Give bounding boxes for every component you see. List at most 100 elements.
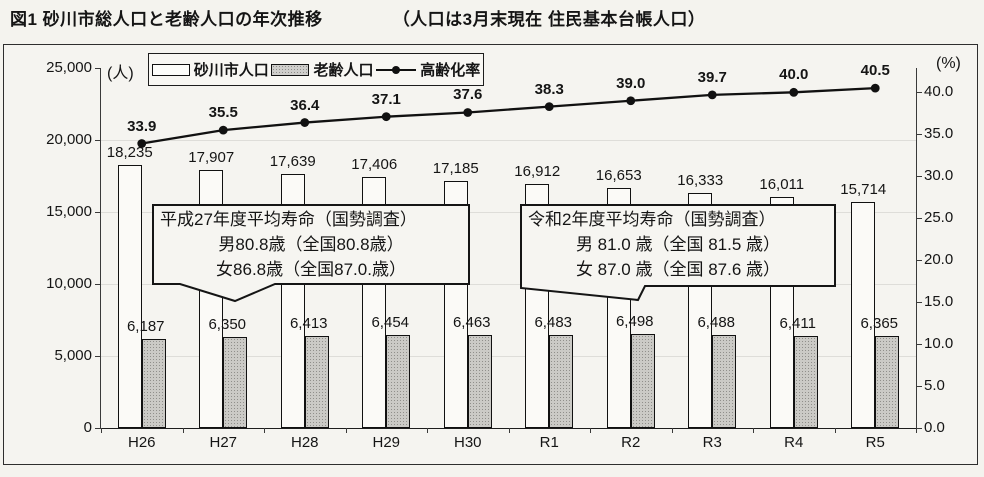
elderly-population-bar bbox=[630, 334, 655, 428]
x-axis-label: R5 bbox=[865, 434, 885, 451]
x-axis-tick bbox=[345, 428, 347, 433]
left-axis-tick-label: 15,000 bbox=[46, 203, 92, 220]
left-axis-tick bbox=[95, 356, 101, 357]
elderly-population-value-label: 6,488 bbox=[697, 313, 736, 331]
aging-rate-value-label: 40.0 bbox=[779, 66, 809, 84]
elderly-population-value-label: 6,413 bbox=[289, 314, 328, 332]
elderly-population-value-label: 6,483 bbox=[534, 313, 573, 331]
right-axis-tick bbox=[916, 134, 922, 136]
elderly-population-value-label: 6,365 bbox=[860, 315, 899, 333]
gridline bbox=[101, 284, 916, 285]
total-population-value-label: 16,011 bbox=[759, 176, 805, 194]
aging-rate-value-label: 36.4 bbox=[290, 96, 320, 114]
aging-rate-marker bbox=[300, 118, 310, 127]
right-axis-tick bbox=[916, 176, 922, 178]
gridline bbox=[101, 140, 916, 141]
x-axis-label: H28 bbox=[290, 434, 319, 451]
elderly-population-bar bbox=[793, 335, 818, 428]
elderly-population-bar bbox=[549, 334, 574, 428]
figure-title: 図1 砂川市総人口と老齢人口の年次推移 （人口は3月末現在 住民基本台帳人口） bbox=[10, 5, 705, 30]
right-axis-tick-label: 10.0 bbox=[924, 335, 954, 353]
aging-rate-value-label: 38.3 bbox=[534, 80, 564, 98]
right-axis-tick-label: 15.0 bbox=[924, 293, 954, 311]
right-axis-tick-label: 20.0 bbox=[924, 251, 954, 269]
right-axis-tick-label: 40.0 bbox=[924, 83, 954, 101]
callout-r2-life-expectancy: 令和2年度平均寿命（国勢調査） 男 81.0 歳（全国 81.5 歳） 女 87… bbox=[520, 204, 836, 304]
aging-rate-marker bbox=[544, 102, 554, 112]
legend-label: 高齢化率 bbox=[420, 62, 481, 79]
aging-rate-marker bbox=[381, 112, 391, 122]
right-axis-tick bbox=[916, 428, 922, 429]
left-axis-tick-label: 5,000 bbox=[54, 347, 92, 364]
line-marker-swatch-icon bbox=[376, 65, 417, 75]
x-axis-tick bbox=[101, 428, 102, 433]
elderly-population-bar bbox=[304, 335, 329, 428]
elderly-population-bar bbox=[875, 336, 900, 428]
left-axis-tick-label: 10,000 bbox=[46, 275, 92, 292]
figure-title-main: 図1 砂川市総人口と老齢人口の年次推移 bbox=[10, 10, 323, 29]
x-axis-tick bbox=[264, 428, 265, 433]
total-population-value-label: 18,235 bbox=[106, 144, 153, 162]
elderly-population-value-label: 6,498 bbox=[615, 313, 654, 331]
x-axis-tick bbox=[753, 428, 754, 433]
left-axis-tick-label: 25,000 bbox=[46, 59, 92, 76]
x-axis-label: R4 bbox=[784, 434, 804, 451]
aging-rate-marker bbox=[707, 90, 717, 100]
right-axis-tick-label: 5.0 bbox=[924, 377, 945, 395]
right-axis-tick bbox=[916, 386, 922, 388]
left-axis-tick bbox=[95, 140, 101, 141]
elderly-population-bar bbox=[141, 338, 166, 428]
callout-line: 女 87.0 歳（全国 87.6 歳） bbox=[575, 260, 781, 279]
aging-rate-marker bbox=[626, 96, 636, 106]
elderly-population-bar bbox=[712, 334, 737, 428]
callout-text: 令和2年度平均寿命（国勢調査） 男 81.0 歳（全国 81.5 歳） 女 87… bbox=[520, 204, 836, 282]
left-axis-tick bbox=[95, 284, 101, 285]
legend-item-elderly-population: 老齢人口 bbox=[271, 59, 374, 80]
right-axis-tick-label: 25.0 bbox=[924, 209, 954, 227]
aging-rate-value-label: 37.6 bbox=[453, 86, 483, 104]
aging-rate-marker bbox=[870, 83, 880, 93]
x-axis-tick bbox=[508, 428, 510, 433]
elderly-population-value-label: 6,454 bbox=[371, 314, 410, 332]
aging-rate-line bbox=[141, 86, 876, 145]
aging-rate-value-label: 39.7 bbox=[697, 68, 727, 86]
total-population-value-label: 15,714 bbox=[840, 180, 887, 198]
total-population-value-label: 17,406 bbox=[351, 156, 398, 174]
elderly-population-bar bbox=[386, 335, 411, 428]
legend-item-aging-rate: 高齢化率 bbox=[376, 59, 480, 80]
total-population-value-label: 16,333 bbox=[677, 171, 724, 189]
elderly-population-value-label: 6,463 bbox=[452, 313, 491, 331]
aging-rate-marker bbox=[218, 125, 228, 135]
x-axis-label: H26 bbox=[127, 434, 156, 451]
x-axis-label: R1 bbox=[539, 434, 559, 451]
x-axis-label: H27 bbox=[209, 434, 238, 451]
elderly-population-value-label: 6,411 bbox=[779, 314, 816, 332]
left-axis-tick-label: 0 bbox=[83, 419, 92, 436]
right-axis-tick bbox=[916, 344, 922, 346]
left-axis-tick bbox=[95, 68, 101, 69]
aging-rate-value-label: 40.5 bbox=[860, 62, 890, 80]
x-axis-tick bbox=[916, 428, 917, 433]
chart-legend: 砂川市人口 老齢人口 高齢化率 bbox=[148, 53, 484, 86]
right-axis-tick-label: 30.0 bbox=[924, 167, 954, 185]
gray-bar-swatch-icon bbox=[271, 63, 310, 76]
x-axis-tick bbox=[834, 428, 836, 433]
right-axis-tick-label: 0.0 bbox=[924, 419, 945, 436]
aging-rate-line-layer bbox=[137, 83, 880, 148]
elderly-population-bar bbox=[467, 334, 492, 428]
callout-h27-life-expectancy: 平成27年度平均寿命（国勢調査） 男80.8歳（全国80.8歳） 女86.8歳（… bbox=[152, 204, 470, 304]
figure-title-note: （人口は3月末現在 住民基本台帳人口） bbox=[392, 10, 706, 29]
right-axis-tick bbox=[916, 302, 922, 304]
left-axis-tick bbox=[95, 428, 101, 429]
aging-rate-marker bbox=[463, 108, 473, 117]
right-axis-tick bbox=[916, 92, 922, 94]
aging-rate-marker bbox=[789, 87, 799, 97]
gridline bbox=[101, 356, 916, 357]
legend-item-total-population: 砂川市人口 bbox=[151, 59, 269, 80]
total-population-bar bbox=[117, 165, 142, 428]
x-axis-label: H30 bbox=[453, 434, 482, 451]
left-axis-unit: (人) bbox=[107, 65, 134, 82]
right-axis-tick bbox=[916, 218, 922, 220]
left-axis-tick bbox=[95, 212, 101, 213]
